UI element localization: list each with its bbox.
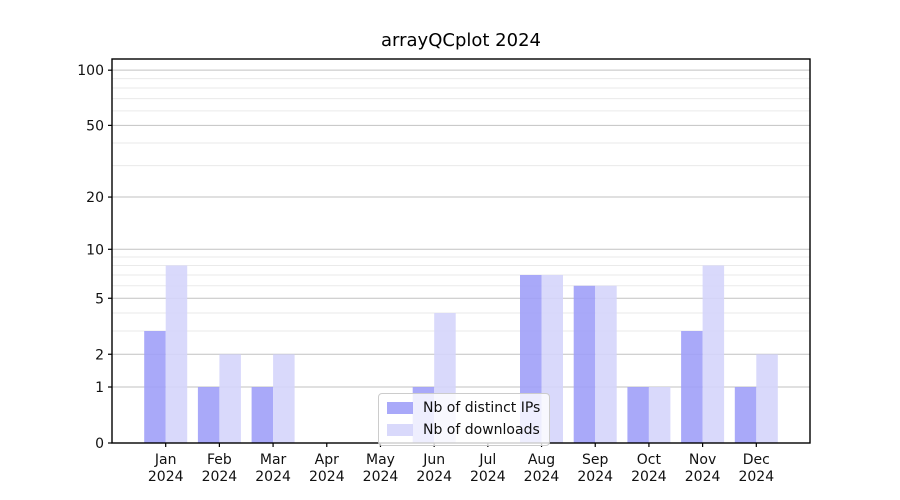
bar-jan-distinct-ips	[144, 331, 166, 443]
y-tick-label: 10	[86, 242, 104, 258]
bar-nov-downloads	[702, 265, 725, 443]
x-tick-label-month: Dec	[743, 452, 770, 468]
legend-swatch-downloads-icon	[387, 424, 413, 436]
x-tick-label-month: Nov	[689, 452, 716, 468]
x-tick-label-month: Sep	[582, 452, 609, 468]
y-tick-label: 2	[95, 347, 104, 363]
legend-label-distinct-ips: Nb of distinct IPs	[423, 400, 541, 416]
x-tick-label-year: 2024	[255, 469, 291, 485]
x-tick-label-year: 2024	[738, 469, 774, 485]
legend-item-distinct-ips: Nb of distinct IPs	[387, 399, 540, 417]
bar-jan-downloads	[165, 265, 188, 443]
x-tick-label-month: Mar	[260, 452, 287, 468]
x-tick-label-year: 2024	[524, 469, 560, 485]
legend-label-downloads: Nb of downloads	[423, 422, 540, 438]
x-tick-label-year: 2024	[363, 469, 399, 485]
bar-mar-distinct-ips	[251, 387, 274, 443]
y-tick-label: 0	[95, 436, 104, 452]
bar-oct-distinct-ips	[627, 387, 649, 443]
x-tick-label-month: Jun	[422, 452, 445, 468]
bar-mar-downloads	[273, 354, 295, 443]
y-tick-label: 20	[86, 190, 104, 206]
x-tick-label-year: 2024	[577, 469, 613, 485]
x-tick-label-year: 2024	[685, 469, 721, 485]
x-tick-label-year: 2024	[470, 469, 506, 485]
x-tick-label-year: 2024	[416, 469, 452, 485]
legend: Nb of distinct IPs Nb of downloads	[378, 393, 551, 446]
x-tick-label-year: 2024	[309, 469, 345, 485]
x-tick-label-month: Aug	[528, 452, 555, 468]
x-tick-label-month: Feb	[207, 452, 232, 468]
x-tick-label-month: Jul	[478, 452, 496, 468]
bar-sep-distinct-ips	[573, 285, 596, 443]
x-tick-label-month: May	[366, 452, 395, 468]
legend-swatch-distinct-ips-icon	[387, 402, 413, 414]
chart-title: arrayQCplot 2024	[381, 30, 541, 51]
bar-dec-distinct-ips	[734, 387, 757, 443]
y-tick-label: 50	[86, 118, 104, 134]
x-tick-label-year: 2024	[148, 469, 184, 485]
x-tick-label-year: 2024	[202, 469, 238, 485]
bar-oct-downloads	[648, 387, 671, 443]
x-tick-label-month: Apr	[315, 452, 339, 468]
bar-feb-downloads	[219, 354, 241, 443]
bar-sep-downloads	[595, 285, 617, 443]
x-tick-label-year: 2024	[631, 469, 667, 485]
y-tick-label: 1	[95, 380, 104, 396]
x-tick-label-month: Jan	[154, 452, 177, 468]
bar-nov-distinct-ips	[681, 331, 703, 443]
x-tick-label-month: Oct	[637, 452, 662, 468]
y-tick-label: 5	[95, 291, 104, 307]
legend-item-downloads: Nb of downloads	[387, 421, 540, 439]
bar-dec-downloads	[756, 354, 778, 443]
y-tick-label: 100	[77, 63, 104, 79]
bar-feb-distinct-ips	[197, 387, 220, 443]
